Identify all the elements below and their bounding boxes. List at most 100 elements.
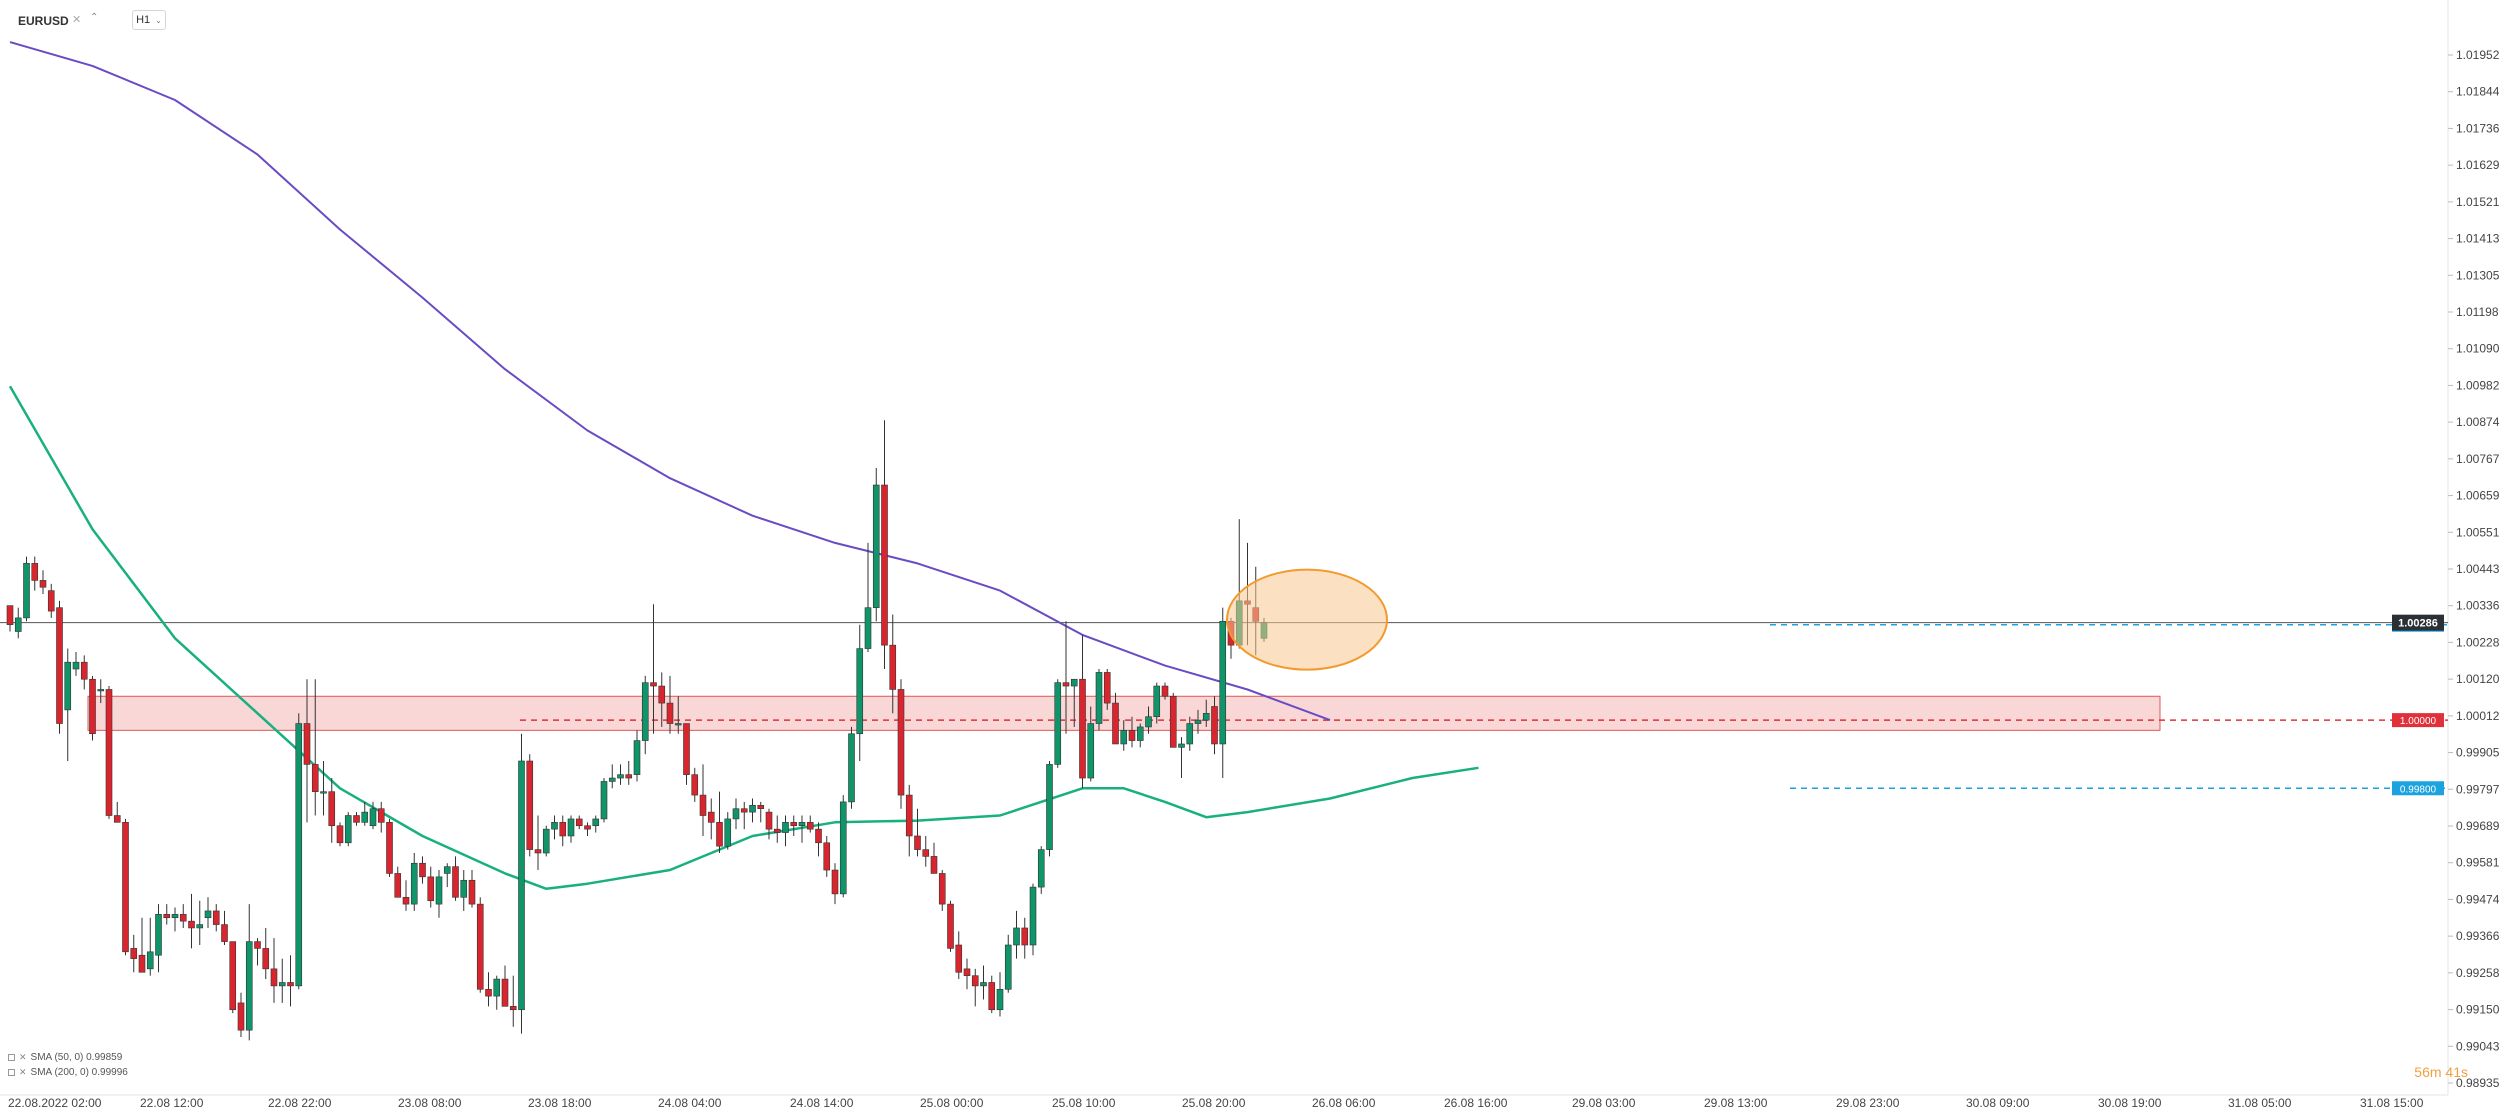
candle-body[interactable]: [732, 808, 740, 820]
candle-body[interactable]: [526, 760, 534, 850]
candle-body[interactable]: [1186, 723, 1194, 745]
timeframe-selector[interactable]: H1 ⌄: [132, 10, 166, 30]
candle-body[interactable]: [460, 879, 468, 898]
candle-body[interactable]: [963, 968, 971, 976]
chevron-down-icon[interactable]: ⌃: [90, 12, 99, 23]
candle-body[interactable]: [1202, 713, 1210, 721]
candle-body[interactable]: [196, 924, 204, 929]
candle-body[interactable]: [229, 941, 237, 1011]
candle-body[interactable]: [782, 822, 789, 833]
candle-body[interactable]: [245, 941, 253, 1031]
candle-body[interactable]: [1153, 685, 1161, 718]
candle-body[interactable]: [831, 869, 839, 895]
candle-body[interactable]: [122, 822, 129, 953]
candle-body[interactable]: [575, 818, 583, 827]
candle-body[interactable]: [6, 605, 14, 626]
candle-body[interactable]: [138, 954, 146, 973]
candle-body[interactable]: [551, 822, 558, 830]
candle-body[interactable]: [155, 914, 162, 956]
candle-body[interactable]: [724, 818, 732, 847]
candle-body[interactable]: [625, 774, 633, 779]
candle-body[interactable]: [980, 982, 987, 987]
candle-body[interactable]: [617, 774, 624, 779]
candle-body[interactable]: [749, 805, 756, 813]
candle-body[interactable]: [1169, 695, 1177, 748]
candle-body[interactable]: [353, 815, 360, 823]
candle-body[interactable]: [856, 648, 864, 735]
candle-body[interactable]: [881, 484, 888, 646]
close-icon[interactable]: ✕: [19, 1067, 27, 1077]
candle-body[interactable]: [1021, 927, 1029, 946]
sma-200-line[interactable]: [9, 41, 1331, 722]
candle-body[interactable]: [806, 822, 814, 830]
candle-body[interactable]: [394, 873, 402, 898]
candle-body[interactable]: [922, 849, 930, 857]
candle-body[interactable]: [89, 678, 96, 735]
candle-body[interactable]: [1178, 743, 1185, 748]
candle-body[interactable]: [947, 903, 954, 949]
candle-body[interactable]: [674, 723, 682, 726]
candle-body[interactable]: [1087, 723, 1095, 779]
candle-body[interactable]: [1211, 706, 1218, 745]
candle-body[interactable]: [295, 723, 303, 987]
candle-body[interactable]: [765, 811, 773, 830]
candle-body[interactable]: [914, 835, 921, 850]
candle-body[interactable]: [509, 1006, 517, 1011]
candle-body[interactable]: [938, 873, 946, 905]
candle-body[interactable]: [278, 982, 286, 987]
candle-body[interactable]: [567, 818, 575, 837]
candle-body[interactable]: [707, 811, 715, 823]
candle-body[interactable]: [716, 822, 723, 847]
candle-body[interactable]: [56, 607, 63, 724]
candle-body[interactable]: [14, 617, 22, 632]
candle-body[interactable]: [1120, 730, 1128, 745]
candle-body[interactable]: [311, 764, 319, 792]
star-icon[interactable]: ✕: [72, 14, 82, 26]
candle-body[interactable]: [501, 978, 509, 1007]
candle-body[interactable]: [386, 822, 393, 874]
legend-sma-slow[interactable]: ✕ SMA (200, 0) 0.99996: [8, 1065, 128, 1080]
candle-body[interactable]: [1194, 719, 1202, 724]
candle-body[interactable]: [971, 975, 979, 987]
candle-body[interactable]: [328, 791, 336, 827]
candle-body[interactable]: [897, 689, 905, 796]
candle-body[interactable]: [1062, 682, 1070, 687]
candle-body[interactable]: [872, 484, 880, 608]
candle-body[interactable]: [1004, 944, 1012, 990]
candle-body[interactable]: [930, 856, 938, 874]
candle-body[interactable]: [113, 815, 121, 823]
candle-body[interactable]: [740, 808, 748, 813]
candle-body[interactable]: [1079, 678, 1086, 779]
candle-body[interactable]: [1070, 678, 1078, 687]
candle-body[interactable]: [270, 968, 278, 987]
candle-body[interactable]: [212, 910, 220, 925]
highlight-ellipse[interactable]: [1226, 568, 1388, 671]
candle-body[interactable]: [1219, 621, 1227, 745]
candle-body[interactable]: [188, 920, 195, 929]
candle-body[interactable]: [237, 1002, 245, 1031]
candle-body[interactable]: [988, 982, 996, 1011]
candle-body[interactable]: [633, 740, 641, 775]
candle-body[interactable]: [864, 607, 872, 649]
candle-body[interactable]: [1095, 672, 1103, 724]
candle-body[interactable]: [1037, 849, 1045, 888]
candle-body[interactable]: [823, 842, 831, 871]
candle-body[interactable]: [377, 808, 385, 823]
candle-body[interactable]: [1136, 726, 1144, 741]
candle-body[interactable]: [179, 914, 187, 922]
candle-body[interactable]: [1029, 886, 1037, 946]
candle-body[interactable]: [39, 580, 47, 588]
candle-body[interactable]: [130, 948, 138, 959]
candle-body[interactable]: [410, 862, 418, 905]
candle-body[interactable]: [1013, 927, 1020, 946]
candle-body[interactable]: [47, 590, 55, 612]
candle-body[interactable]: [336, 825, 344, 844]
candle-body[interactable]: [1145, 716, 1152, 728]
candle-body[interactable]: [476, 903, 484, 990]
candle-body[interactable]: [641, 682, 649, 741]
candle-body[interactable]: [287, 982, 294, 987]
candle-body[interactable]: [221, 924, 228, 942]
candle-body[interactable]: [848, 733, 855, 803]
candle-body[interactable]: [402, 896, 410, 905]
